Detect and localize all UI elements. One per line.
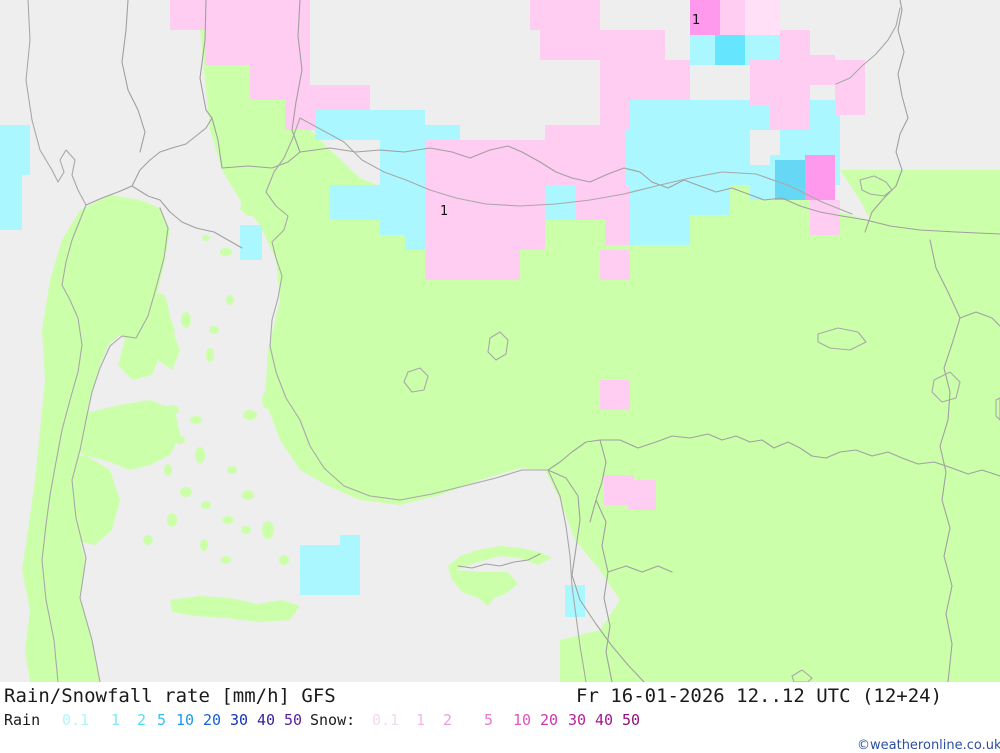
- precip-cell: [0, 125, 30, 175]
- snow-legend-value-0.1: 0.1: [372, 711, 400, 729]
- precip-cell: [340, 535, 360, 555]
- precip-cell: [530, 0, 610, 30]
- precip-cell: [628, 480, 656, 510]
- precipitation-grid: [0, 0, 865, 617]
- page-title: Rain/Snowfall rate [mm/h] GFS: [4, 685, 336, 707]
- precip-cell: [625, 185, 730, 215]
- precip-cell: [545, 125, 625, 185]
- snow-legend-value-10: 10: [513, 711, 532, 729]
- precip-cell: [600, 60, 690, 100]
- legend-row: Rain 0.1 1 2 5 10 20 30 40 50 Snow: 0.1 1 2 5 10 20 30…: [0, 708, 1000, 753]
- coastline-border-group: [25, 0, 1000, 682]
- rain-legend-value-10: 10: [176, 711, 195, 729]
- rain-legend-value-50: 50: [284, 711, 303, 729]
- precip-cell: [715, 35, 745, 65]
- copyright-notice: ©weatheronline.co.uk: [857, 738, 1000, 753]
- precip-cell: [770, 90, 810, 130]
- footer-title-row: Rain/Snowfall rate [mm/h] GFS Fr 16-01-2…: [0, 682, 1000, 708]
- map-value-label: 1: [440, 204, 448, 219]
- rain-legend-label: Rain: [4, 711, 41, 729]
- precip-cell: [405, 185, 425, 250]
- precip-cell: [805, 55, 835, 85]
- map-value-label: 1: [692, 13, 700, 28]
- snow-legend-value-40: 40: [595, 711, 614, 729]
- precip-cell: [0, 175, 22, 230]
- rain-legend-value-1: 1: [111, 711, 121, 729]
- precip-cell: [605, 215, 630, 245]
- map-footer: Rain/Snowfall rate [mm/h] GFS Fr 16-01-2…: [0, 682, 1000, 753]
- precip-cell: [600, 0, 660, 30]
- precip-cell: [330, 185, 385, 220]
- precip-cell: [560, 30, 665, 60]
- precip-cell: [600, 380, 630, 410]
- map-annotation-group: 11: [440, 13, 700, 219]
- precip-cell: [605, 185, 630, 215]
- rain-legend-value-5: 5: [157, 711, 167, 729]
- precip-cell: [805, 155, 835, 200]
- precip-cell: [425, 250, 520, 280]
- map-canvas[interactable]: 11: [0, 0, 1000, 682]
- rain-legend-value-2: 2: [137, 711, 147, 729]
- rain-legend-value-30: 30: [230, 711, 249, 729]
- precip-cell: [690, 0, 720, 35]
- precip-cell: [205, 30, 310, 65]
- rain-legend-value-0.1: 0.1: [62, 711, 90, 729]
- snow-legend-label: Snow:: [310, 711, 356, 729]
- rain-legend-value-40: 40: [257, 711, 276, 729]
- precip-cell: [690, 35, 715, 65]
- snow-legend-value-2: 2: [443, 711, 453, 729]
- precip-cell: [425, 140, 545, 250]
- snow-legend-value-1: 1: [416, 711, 426, 729]
- precip-cell: [745, 0, 780, 35]
- precip-cell: [170, 0, 310, 30]
- forecast-timestamp: Fr 16-01-2026 12..12 UTC (12+24): [576, 685, 943, 707]
- precip-cell: [250, 65, 310, 100]
- precip-cell: [600, 100, 630, 130]
- precip-cell: [600, 250, 630, 280]
- snow-legend-value-50: 50: [622, 711, 641, 729]
- precip-cell: [565, 585, 585, 617]
- precip-cell: [810, 200, 840, 235]
- precip-cell: [720, 0, 745, 35]
- precip-cell: [775, 160, 805, 200]
- snow-legend-value-5: 5: [484, 711, 494, 729]
- precip-cell: [630, 215, 690, 245]
- precip-cell: [240, 225, 262, 260]
- landmass-group: [0, 0, 1000, 682]
- precip-cell: [835, 60, 865, 115]
- snow-legend-value-30: 30: [568, 711, 587, 729]
- rain-legend-value-20: 20: [203, 711, 222, 729]
- snow-legend-value-20: 20: [540, 711, 559, 729]
